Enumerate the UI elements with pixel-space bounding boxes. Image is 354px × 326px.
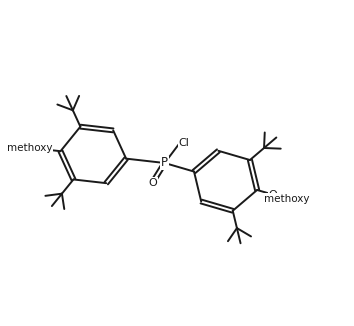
Text: methoxy: methoxy [7,143,52,153]
Text: O: O [40,144,48,154]
Text: O: O [148,178,157,187]
Text: P: P [161,156,168,170]
Text: Cl: Cl [178,138,189,148]
Text: methoxy: methoxy [264,194,310,204]
Text: O: O [269,190,278,200]
